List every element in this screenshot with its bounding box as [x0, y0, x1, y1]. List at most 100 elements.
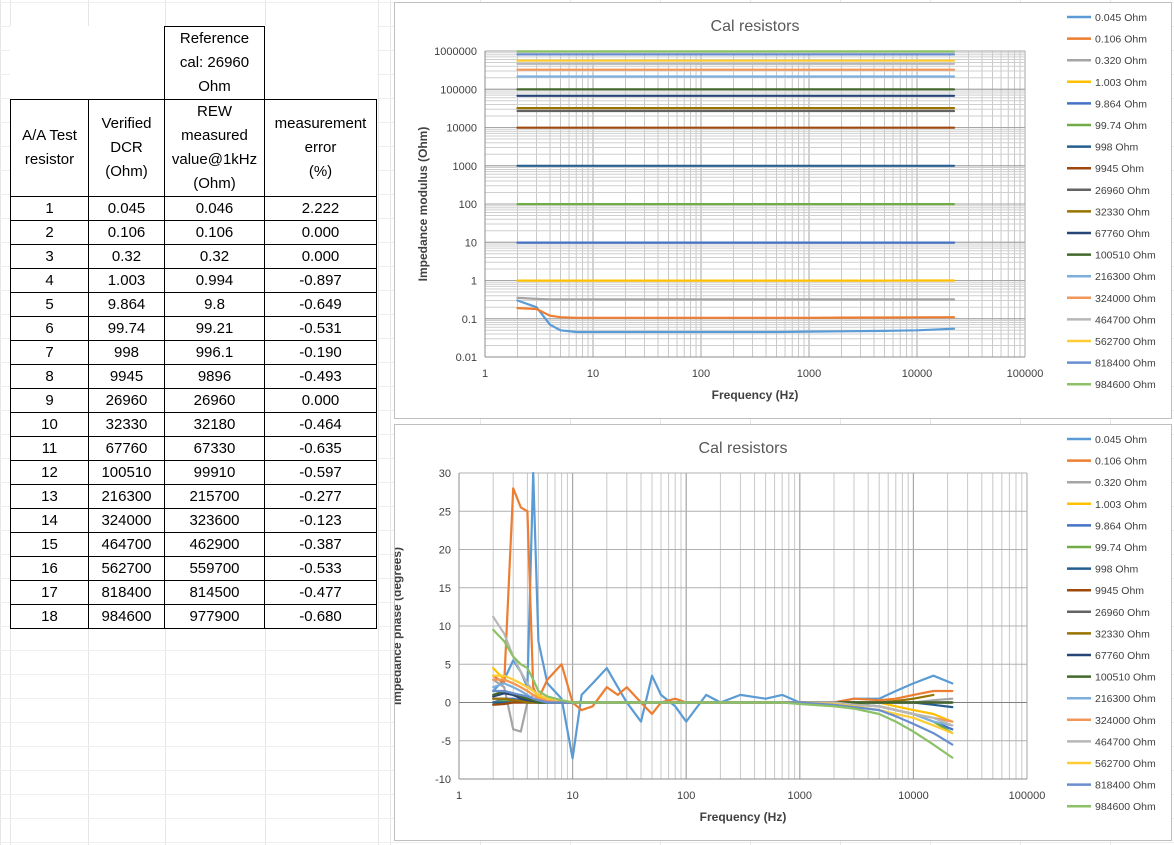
cell-test-resistor[interactable]: 7: [10, 340, 89, 365]
cell-measurement-error[interactable]: -0.897: [264, 268, 377, 293]
cell-verified-dcr[interactable]: 32330: [88, 412, 165, 437]
legend-item-label: 32330 Ohm: [1095, 628, 1150, 640]
cell-measurement-error[interactable]: 2.222: [264, 196, 377, 221]
cell-verified-dcr[interactable]: 1.003: [88, 268, 165, 293]
cell-rew-measured[interactable]: 0.046: [164, 196, 265, 221]
phase-chart-panel[interactable]: 1 10 100 1000 10000 100000 -10 -5 0 5 10 15 20 25 30 Ca…: [390, 424, 1172, 841]
cell-test-resistor[interactable]: 15: [10, 532, 89, 557]
header-test-resistor[interactable]: A/A Test resistor: [10, 99, 89, 197]
cell-verified-dcr[interactable]: 9945: [88, 364, 165, 389]
legend-item-label: 0.320 Ohm: [1095, 477, 1147, 489]
cell-test-resistor[interactable]: 10: [10, 412, 89, 437]
cell-verified-dcr[interactable]: 9.864: [88, 292, 165, 317]
cell-verified-dcr[interactable]: 67760: [88, 436, 165, 461]
y-tick-label: 15: [439, 583, 451, 595]
cell-verified-dcr[interactable]: 0.32: [88, 244, 165, 269]
cell-verified-dcr[interactable]: 0.045: [88, 196, 165, 221]
cell-rew-measured[interactable]: 99910: [164, 460, 265, 485]
cell-measurement-error[interactable]: -0.533: [264, 556, 377, 581]
cell-test-resistor[interactable]: 4: [10, 268, 89, 293]
cell-test-resistor[interactable]: 2: [10, 220, 89, 245]
cell-measurement-error[interactable]: 0.000: [264, 244, 377, 269]
cell-test-resistor[interactable]: 3: [10, 244, 89, 269]
legend-item-label: 1.003 Ohm: [1095, 77, 1147, 89]
modulus-chart-panel[interactable]: 1 10 100 1000 10000 100000 0.01 0.1 1 10 100 1000 10…: [394, 2, 1172, 419]
y-tick-label: 5: [445, 659, 451, 671]
header-measurement-error[interactable]: measurement error (%): [264, 99, 377, 197]
cell-measurement-error[interactable]: -0.123: [264, 508, 377, 533]
table-row: 15 464700 462900 -0.387: [10, 532, 377, 557]
cell-measurement-error[interactable]: 0.000: [264, 388, 377, 413]
y-axis-label: Impedance phase (degrees): [395, 547, 404, 705]
legend-item-label: 0.320 Ohm: [1095, 55, 1147, 67]
cell-measurement-error[interactable]: -0.680: [264, 604, 377, 629]
cell-verified-dcr[interactable]: 562700: [88, 556, 165, 581]
cell-measurement-error[interactable]: -0.531: [264, 316, 377, 341]
cell-rew-measured[interactable]: 67330: [164, 436, 265, 461]
table-row: 9 26960 26960 0.000: [10, 388, 377, 413]
cell-rew-measured[interactable]: 26960: [164, 388, 265, 413]
legend-item-label: 0.106 Ohm: [1095, 34, 1147, 46]
cell-rew-measured[interactable]: 9.8: [164, 292, 265, 317]
cell-verified-dcr[interactable]: 100510: [88, 460, 165, 485]
cell-measurement-error[interactable]: -0.477: [264, 580, 377, 605]
table-body: 1 0.045 0.046 2.222 2 0.106 0.106 0.000 3 0.32 0.3…: [10, 196, 377, 629]
cell-test-resistor[interactable]: 17: [10, 580, 89, 605]
cell-measurement-error[interactable]: -0.277: [264, 484, 377, 509]
legend[interactable]: 0.045 Ohm 0.106 Ohm 0.320 Ohm 1.003 Ohm 9.86…: [1067, 434, 1156, 813]
cell-test-resistor[interactable]: 11: [10, 436, 89, 461]
legend-item-label: 100510 Ohm: [1095, 250, 1156, 262]
legend-item-label: 1.003 Ohm: [1095, 499, 1147, 511]
series-line: [492, 628, 954, 759]
cell-rew-measured[interactable]: 0.994: [164, 268, 265, 293]
cell-verified-dcr[interactable]: 818400: [88, 580, 165, 605]
cell-measurement-error[interactable]: -0.464: [264, 412, 377, 437]
reference-cal-cell[interactable]: Reference cal: 26960 Ohm: [164, 26, 265, 100]
cell-rew-measured[interactable]: 99.21: [164, 316, 265, 341]
cell-rew-measured[interactable]: 462900: [164, 532, 265, 557]
cell-rew-measured[interactable]: 814500: [164, 580, 265, 605]
cell-rew-measured[interactable]: 323600: [164, 508, 265, 533]
cell-test-resistor[interactable]: 13: [10, 484, 89, 509]
cell-verified-dcr[interactable]: 998: [88, 340, 165, 365]
cell-test-resistor[interactable]: 5: [10, 292, 89, 317]
cell-test-resistor[interactable]: 9: [10, 388, 89, 413]
legend-item-label: 0.106 Ohm: [1095, 456, 1147, 468]
table-row: 16 562700 559700 -0.533: [10, 556, 377, 581]
cell-measurement-error[interactable]: -0.190: [264, 340, 377, 365]
cell-verified-dcr[interactable]: 324000: [88, 508, 165, 533]
table-row: 3 0.32 0.32 0.000: [10, 244, 377, 269]
cell-verified-dcr[interactable]: 984600: [88, 604, 165, 629]
cell-test-resistor[interactable]: 1: [10, 196, 89, 221]
cell-test-resistor[interactable]: 6: [10, 316, 89, 341]
cell-measurement-error[interactable]: 0.000: [264, 220, 377, 245]
cell-test-resistor[interactable]: 14: [10, 508, 89, 533]
cell-verified-dcr[interactable]: 0.106: [88, 220, 165, 245]
cell-measurement-error[interactable]: -0.649: [264, 292, 377, 317]
cell-verified-dcr[interactable]: 99.74: [88, 316, 165, 341]
cell-test-resistor[interactable]: 16: [10, 556, 89, 581]
legend-item-label: 216300 Ohm: [1095, 693, 1156, 705]
cell-verified-dcr[interactable]: 26960: [88, 388, 165, 413]
cell-rew-measured[interactable]: 996.1: [164, 340, 265, 365]
cell-rew-measured[interactable]: 215700: [164, 484, 265, 509]
cell-rew-measured[interactable]: 32180: [164, 412, 265, 437]
cell-rew-measured[interactable]: 0.106: [164, 220, 265, 245]
cell-rew-measured[interactable]: 559700: [164, 556, 265, 581]
cell-measurement-error[interactable]: -0.493: [264, 364, 377, 389]
cell-rew-measured[interactable]: 977900: [164, 604, 265, 629]
header-rew-measured[interactable]: REW measured value@1kHz (Ohm): [164, 99, 265, 197]
legend[interactable]: 0.045 Ohm 0.106 Ohm 0.320 Ohm 1.003 Ohm 9.86…: [1067, 12, 1156, 391]
cell-test-resistor[interactable]: 18: [10, 604, 89, 629]
cell-measurement-error[interactable]: -0.635: [264, 436, 377, 461]
cell-test-resistor[interactable]: 12: [10, 460, 89, 485]
cell-verified-dcr[interactable]: 464700: [88, 532, 165, 557]
cell-test-resistor[interactable]: 8: [10, 364, 89, 389]
cell-rew-measured[interactable]: 9896: [164, 364, 265, 389]
cell-measurement-error[interactable]: -0.597: [264, 460, 377, 485]
legend-item-label: 998 Ohm: [1095, 142, 1138, 154]
cell-measurement-error[interactable]: -0.387: [264, 532, 377, 557]
cell-rew-measured[interactable]: 0.32: [164, 244, 265, 269]
cell-verified-dcr[interactable]: 216300: [88, 484, 165, 509]
header-verified-dcr[interactable]: Verified DCR (Ohm): [88, 99, 165, 197]
